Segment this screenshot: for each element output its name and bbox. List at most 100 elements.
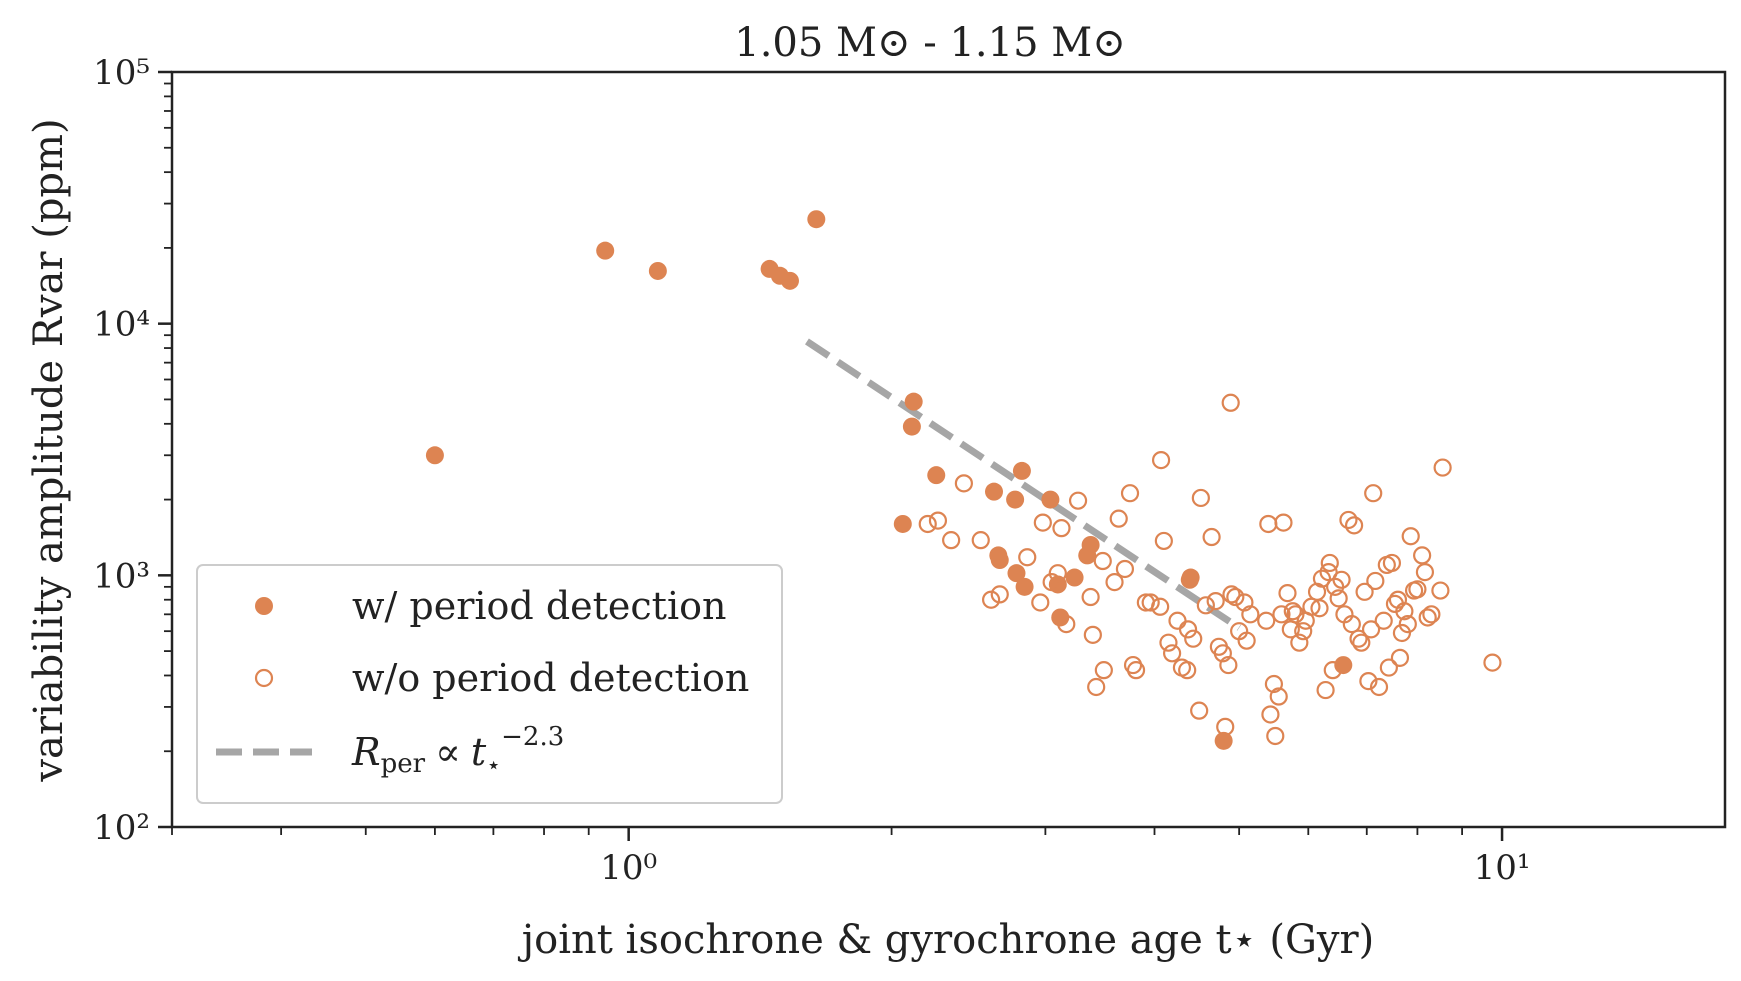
point-without-period: [928, 511, 948, 530]
point-without-period: [1031, 593, 1050, 612]
point-without-period: [1222, 585, 1241, 604]
point-without-period: [1332, 570, 1351, 589]
point-without-period: [1364, 484, 1383, 503]
point-without-period: [1320, 553, 1339, 573]
point-without-period: [1319, 563, 1338, 582]
point-without-period: [1216, 717, 1235, 736]
point-without-period: [1269, 687, 1288, 706]
point-with-period: [927, 466, 946, 485]
point-without-period: [1068, 491, 1088, 510]
point-with-period: [1006, 490, 1025, 509]
point-without-period: [1154, 531, 1173, 551]
point-without-period: [1184, 629, 1203, 648]
point-without-period: [1379, 658, 1398, 677]
fit-star: ⋆: [486, 751, 501, 779]
point-without-period: [990, 585, 1009, 604]
point-with-period: [1012, 461, 1031, 480]
point-without-period: [1151, 597, 1170, 616]
point-without-period: [1352, 633, 1371, 652]
point-without-period: [1081, 587, 1100, 607]
point-without-period: [1390, 648, 1410, 667]
point-without-period: [1115, 559, 1135, 579]
point-without-period: [1349, 629, 1368, 648]
point-without-period: [1087, 677, 1106, 697]
point-without-period: [1374, 611, 1393, 630]
chart-title: 1.05 M⊙ - 1.15 M⊙: [734, 20, 1125, 66]
point-without-period: [1422, 605, 1441, 624]
point-without-period: [1355, 582, 1374, 601]
point-without-period: [1048, 564, 1067, 583]
point-without-period: [1018, 548, 1037, 567]
point-without-period: [1274, 513, 1293, 532]
x-tick-label: 10¹: [1474, 848, 1531, 888]
point-without-period: [1206, 591, 1225, 611]
point-without-period: [1042, 572, 1061, 592]
fit-t: t: [471, 730, 487, 774]
y-axis: 10² 10³ 10⁴ 10⁵: [93, 53, 172, 848]
point-with-period: [902, 417, 921, 436]
point-without-period: [1329, 589, 1348, 608]
point-with-period: [1181, 568, 1200, 587]
point-without-period: [1344, 516, 1364, 535]
fit-subscript: per: [381, 749, 426, 779]
point-without-period: [1237, 631, 1256, 650]
point-without-period: [1382, 553, 1402, 573]
legend-open-marker: [254, 668, 274, 688]
point-without-period: [1316, 680, 1335, 700]
legend-label-with-period: w/ period detection: [352, 584, 726, 628]
point-without-period: [918, 514, 937, 534]
point-without-period: [1290, 633, 1309, 652]
fit-line: [805, 338, 1242, 631]
point-without-period: [1196, 596, 1215, 615]
y-tick-label: 10³: [93, 556, 150, 596]
point-with-period: [1015, 577, 1034, 596]
point-without-period: [1418, 608, 1437, 627]
plot-frame: [170, 70, 1727, 829]
point-without-period: [1261, 705, 1280, 724]
y-tick-label: 10⁴: [93, 305, 150, 345]
point-without-period: [954, 474, 973, 493]
point-without-period: [1264, 674, 1284, 694]
points-layer: [425, 210, 1502, 750]
point-with-period: [904, 392, 923, 411]
point-with-period: [893, 514, 912, 533]
point-without-period: [1057, 615, 1076, 634]
legend-filled-marker: [255, 597, 273, 615]
y-tick-label: 10⁵: [93, 53, 150, 93]
point-with-period: [985, 482, 1004, 501]
x-axis: 10⁰ 10¹: [171, 827, 1531, 888]
point-without-period: [1221, 393, 1240, 412]
point-without-period: [1178, 661, 1197, 680]
point-without-period: [1093, 551, 1112, 571]
point-with-period: [990, 551, 1009, 570]
point-without-period: [1109, 509, 1128, 528]
point-with-period: [596, 241, 615, 260]
point-without-period: [1241, 605, 1260, 624]
point-without-period: [1278, 583, 1297, 603]
point-without-period: [1431, 581, 1450, 600]
point-without-period: [1366, 571, 1385, 591]
point-without-period: [1323, 661, 1342, 680]
point-without-period: [1312, 569, 1332, 588]
point-without-period: [1339, 510, 1358, 530]
point-without-period: [1141, 593, 1160, 612]
fit-symbol: R: [351, 730, 381, 774]
point-without-period: [1483, 653, 1502, 672]
point-without-period: [1191, 488, 1210, 508]
point-without-period: [1395, 602, 1414, 621]
point-with-period: [807, 210, 826, 229]
point-without-period: [1401, 527, 1420, 546]
point-without-period: [1094, 661, 1113, 680]
point-without-period: [1415, 563, 1435, 582]
y-tick-label: 10²: [93, 808, 150, 848]
fit-exponent: −2.3: [501, 722, 564, 752]
legend-label-without-period: w/o period detection: [352, 656, 749, 700]
point-with-period: [1214, 731, 1233, 750]
x-tick-label: 10⁰: [600, 848, 657, 888]
point-without-period: [1226, 587, 1245, 607]
fit-line-layer: [805, 338, 1242, 631]
title: 1.05 M⊙ - 1.15 M⊙: [734, 20, 1125, 66]
point-without-period: [1033, 513, 1052, 532]
point-without-period: [1083, 625, 1102, 644]
point-without-period: [1272, 605, 1291, 624]
